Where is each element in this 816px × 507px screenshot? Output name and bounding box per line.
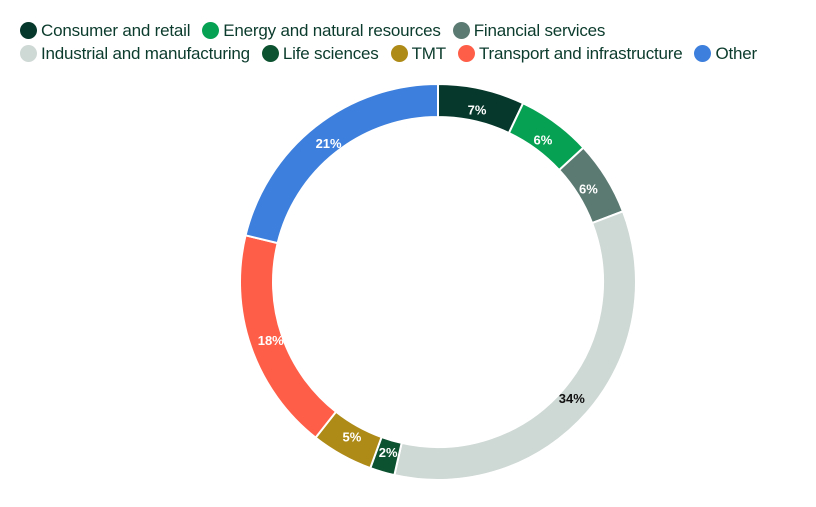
legend-swatch (261, 45, 279, 62)
legend-label: Other (715, 44, 758, 63)
legend-swatch (20, 45, 37, 62)
legend-label: Energy and natural resources (223, 21, 441, 40)
legend-label: Life sciences (282, 44, 379, 63)
legend-label: TMT (411, 44, 447, 63)
legend-label: Financial services (473, 21, 606, 40)
donut-slice (239, 234, 338, 440)
slice-data-label: 7% (468, 102, 487, 117)
legend-swatch (694, 45, 712, 62)
legend-item-financial: Financial services (452, 20, 606, 41)
legend-item-tmt: TMT (390, 43, 447, 64)
legend-item-transport: Transport and infrastructure (457, 43, 683, 64)
legend-swatch (452, 22, 470, 39)
donut-slice (244, 82, 439, 245)
legend-label: Consumer and retail (41, 21, 191, 40)
legend-label: Industrial and manufacturing (41, 44, 250, 63)
chart-legend: Consumer and retail Energy and natural r… (20, 20, 810, 64)
legend-item-consumer-retail: Consumer and retail (20, 20, 190, 41)
slice-data-label: 18% (258, 333, 284, 348)
legend-item-energy: Energy and natural resources (202, 20, 441, 41)
legend-label: Transport and infrastructure (478, 44, 683, 63)
slice-data-label: 5% (343, 430, 362, 445)
donut-slice (393, 210, 637, 481)
slice-data-label: 6% (534, 132, 553, 147)
legend-item-other: Other (694, 43, 757, 64)
legend-swatch (20, 22, 37, 39)
legend-swatch (457, 45, 475, 62)
legend-swatch (202, 22, 220, 39)
slice-data-label: 21% (316, 136, 342, 151)
legend-item-industrial: Industrial and manufacturing (20, 43, 250, 64)
legend-swatch (390, 45, 408, 62)
legend-item-life-sciences: Life sciences (261, 43, 379, 64)
slice-data-label: 2% (379, 445, 398, 460)
slice-data-label: 6% (579, 182, 598, 197)
slice-data-label: 34% (559, 391, 585, 406)
